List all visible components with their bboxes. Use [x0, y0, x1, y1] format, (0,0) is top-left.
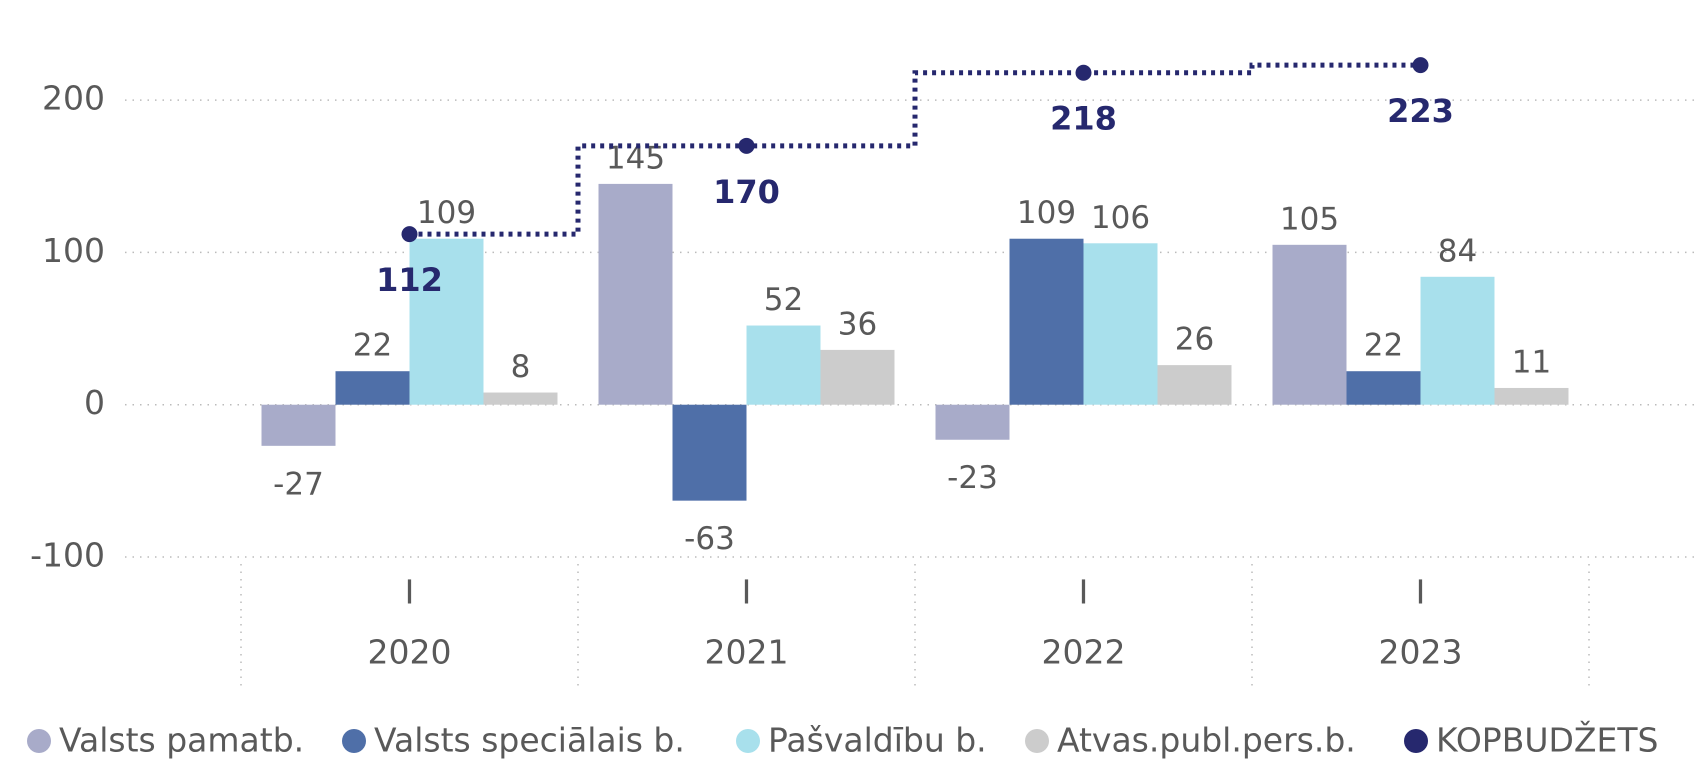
line-label: 112	[376, 261, 443, 299]
bar	[261, 404, 336, 446]
x-tick-label: 2022	[1042, 633, 1126, 672]
step-line	[409, 62, 1421, 237]
legend-label: Atvas.publ.pers.b.	[1057, 721, 1356, 760]
line-point	[738, 137, 755, 154]
y-tick-label: 0	[84, 383, 105, 422]
line-label: 218	[1050, 100, 1117, 138]
bar	[483, 392, 558, 405]
bar	[746, 325, 821, 405]
bar	[1272, 244, 1347, 405]
data-label: 109	[1017, 195, 1076, 231]
line-point	[401, 226, 418, 243]
bar	[1346, 371, 1421, 405]
legend-marker	[1404, 729, 1428, 753]
bar	[335, 371, 410, 405]
x-sub-label: I	[742, 573, 752, 612]
x-tick-label: 2020	[368, 633, 452, 672]
data-label: 106	[1091, 200, 1150, 236]
data-label: -23	[947, 460, 998, 496]
x-tick-label: 2021	[705, 633, 789, 672]
line-point	[1412, 57, 1429, 74]
data-label: 22	[1364, 328, 1403, 364]
data-label: -63	[684, 521, 735, 557]
data-label: 52	[764, 282, 803, 318]
bar	[1083, 243, 1158, 405]
legend-label: Pašvaldību b.	[768, 721, 987, 760]
legend-marker	[342, 729, 366, 753]
legend-label: Valsts speciālais b.	[374, 721, 685, 760]
bar	[935, 404, 1010, 440]
bar	[820, 349, 895, 405]
y-tick-label: 100	[42, 231, 105, 270]
data-label: 84	[1438, 233, 1477, 269]
line-point	[1075, 64, 1092, 81]
line-label: 223	[1387, 92, 1454, 130]
bar	[1157, 365, 1232, 405]
legend-marker	[736, 729, 760, 753]
data-label: -27	[273, 466, 324, 502]
data-label: 109	[417, 195, 476, 231]
data-label: 22	[353, 328, 392, 364]
legend-label: KOPBUDŽETS	[1436, 720, 1658, 760]
line-label: 170	[713, 173, 780, 211]
y-tick-label: 200	[42, 79, 105, 118]
data-label: 26	[1175, 322, 1214, 358]
bar	[409, 238, 484, 405]
bar	[1009, 238, 1084, 405]
data-label: 36	[838, 306, 877, 342]
x-sub-label: I	[405, 573, 415, 612]
x-tick-label: 2023	[1379, 633, 1463, 672]
legend-label: Valsts pamatb.	[59, 721, 304, 760]
data-label: 8	[511, 349, 531, 385]
bar	[1494, 387, 1569, 405]
y-tick-label: -100	[30, 536, 105, 575]
legend-marker	[27, 729, 51, 753]
bar	[672, 404, 747, 501]
data-label: 11	[1512, 344, 1551, 380]
bar	[1420, 276, 1495, 405]
data-label: 105	[1280, 201, 1339, 237]
x-sub-label: I	[1079, 573, 1089, 612]
x-sub-label: I	[1416, 573, 1426, 612]
bar	[598, 183, 673, 405]
legend-marker	[1025, 729, 1049, 753]
